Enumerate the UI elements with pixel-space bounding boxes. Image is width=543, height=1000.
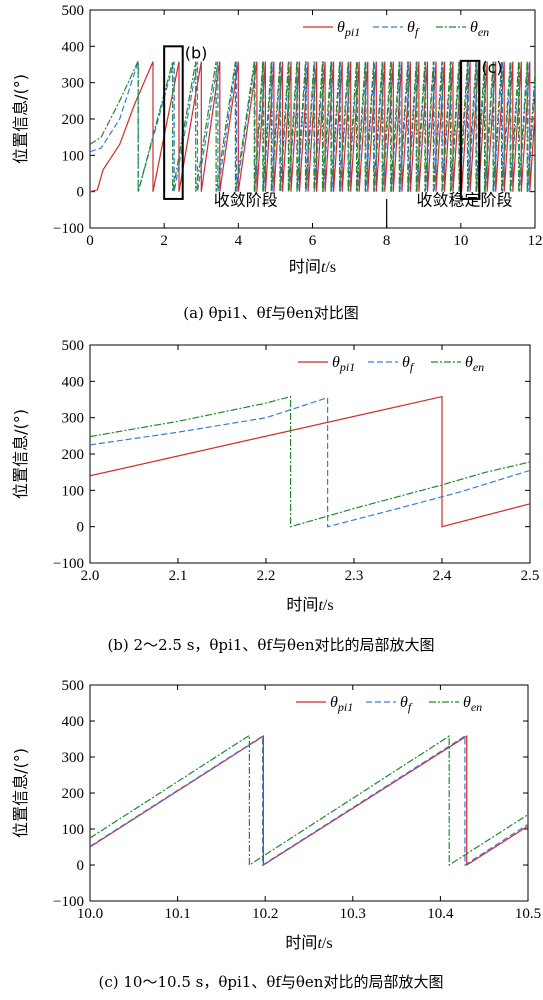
legend-entry-f: θf <box>407 19 420 39</box>
y-tick-label: 200 <box>62 786 85 802</box>
y-tick-label: 0 <box>77 520 85 536</box>
x-tick-label: 2.2 <box>257 568 276 584</box>
series-group <box>90 395 530 528</box>
x-tick-label: 10.3 <box>340 906 366 922</box>
x-tick-label: 10.0 <box>77 906 103 922</box>
x-tick-label: 10.1 <box>164 906 190 922</box>
series-line-f <box>90 61 535 192</box>
zoom-box-label: (c) <box>481 58 502 77</box>
y-tick-label: −100 <box>53 894 84 910</box>
plot-frame <box>89 684 529 902</box>
series-group <box>90 60 535 193</box>
y-tick-label: 500 <box>62 678 85 694</box>
y-tick-label: 500 <box>62 338 85 354</box>
y-tick-label: −100 <box>53 556 84 572</box>
y-tick-label: 200 <box>62 112 85 128</box>
zoom-box <box>163 45 184 200</box>
y-tick-label: 0 <box>77 185 85 201</box>
y-tick-label: 0 <box>77 858 85 874</box>
x-tick-label: 2.4 <box>433 568 452 584</box>
chart-c: −100 0 100 200 300 400 500 10.0 10.1 10.2 10.3 10.4… <box>11 678 541 991</box>
series-line-f <box>90 396 530 528</box>
y-tick-label: 300 <box>62 76 85 92</box>
region-label: 收敛阶段 <box>214 190 278 209</box>
series-group <box>90 734 528 867</box>
zoom-box-label: (b) <box>185 43 208 62</box>
x-tick-label: 2 <box>160 233 168 249</box>
x-tick-label: 10.5 <box>515 906 541 922</box>
x-axis-label: 时间t/s <box>289 257 336 276</box>
y-tick-label: 400 <box>62 374 85 390</box>
y-tick-label: 300 <box>62 750 85 766</box>
legend-entry-pi1: θpi1 <box>332 354 355 374</box>
x-tick-label: 2.3 <box>345 568 364 584</box>
legend-entry-pi1: θpi1 <box>330 694 353 714</box>
figure-caption: (a) θpi1、θf与θen对比图 <box>183 304 359 322</box>
zoom-box <box>459 59 481 200</box>
x-tick-label: 6 <box>309 233 317 249</box>
x-tick-label: 10.4 <box>427 906 454 922</box>
x-tick-label: 2.5 <box>521 568 540 584</box>
x-tick-label: 4 <box>235 233 243 249</box>
legend-entry-en: θen <box>470 19 489 39</box>
plot-frame <box>89 344 531 564</box>
y-tick-label: 200 <box>62 447 85 463</box>
x-axis-label: 时间t/s <box>286 595 333 614</box>
series-line-en <box>90 734 528 867</box>
figure-caption: (c) 10～10.5 s，θpi1、θf与θen对比的局部放大图 <box>99 973 444 991</box>
y-tick-label: 100 <box>62 822 85 838</box>
x-tick-label: 2.0 <box>81 568 100 584</box>
x-tick-label: 10.2 <box>252 906 278 922</box>
legend-entry-en: θen <box>463 694 482 714</box>
x-tick-label: 12 <box>528 233 543 249</box>
y-tick-label: 100 <box>62 483 85 499</box>
chart-b: −100 0 100 200 300 400 500 2.0 2.1 2.2 2.3 2.4 2.5 位置… <box>11 338 540 654</box>
x-tick-label: 0 <box>86 233 94 249</box>
x-tick-label: 2.1 <box>169 568 188 584</box>
series-line-en <box>90 60 535 192</box>
y-axis-label: 位置信息/(°) <box>11 409 30 499</box>
y-axis-label: 位置信息/(°) <box>11 74 30 164</box>
y-axis-label: 位置信息/(°) <box>11 748 30 838</box>
y-tick-label: 500 <box>62 3 85 19</box>
region-label: 收敛稳定阶段 <box>417 190 513 209</box>
legend-entry-pi1: θpi1 <box>337 19 360 39</box>
y-tick-label: 100 <box>62 148 85 164</box>
series-line-pi1 <box>90 735 528 867</box>
series-line-en <box>90 395 530 528</box>
y-tick-label: 400 <box>62 714 85 730</box>
figure-caption: (b) 2～2.5 s，θpi1、θf与θen对比的局部放大图 <box>107 636 434 654</box>
x-tick-label: 10 <box>453 233 468 249</box>
y-tick-label: 400 <box>62 39 85 55</box>
y-tick-label: −100 <box>53 221 84 237</box>
legend-entry-f: θf <box>402 354 415 374</box>
series-line-f <box>90 735 528 867</box>
series-line-pi1 <box>90 395 530 528</box>
legend-entry-en: θen <box>465 354 484 374</box>
y-tick-label: 300 <box>62 411 85 427</box>
legend-entry-f: θf <box>400 694 413 714</box>
x-tick-label: 8 <box>383 233 391 249</box>
x-axis-label: 时间t/s <box>285 933 332 952</box>
